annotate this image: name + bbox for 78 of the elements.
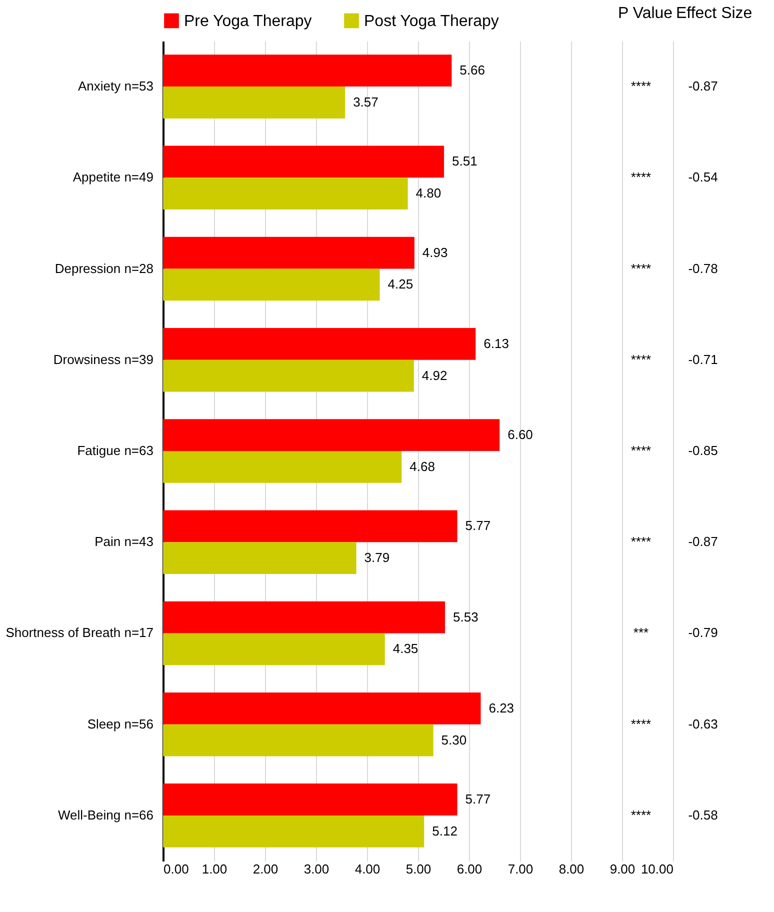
- bar: [163, 601, 446, 634]
- y-tick-label: Fatigue n=63: [77, 443, 154, 458]
- bar: [163, 784, 458, 816]
- text: -0.58: [688, 807, 718, 822]
- x-tick-label: 8.00: [558, 862, 584, 876]
- text: -0.87: [688, 534, 718, 550]
- bar: [163, 692, 481, 724]
- text: -0.71: [688, 352, 718, 367]
- x-tick-label: 4.00: [354, 862, 380, 876]
- text: -0.85: [688, 443, 718, 458]
- data-label: 5.30: [441, 732, 467, 748]
- data-label: 5.66: [460, 62, 485, 78]
- bar: [163, 328, 476, 360]
- data-label: 4.92: [422, 368, 448, 383]
- y-tick-label: Appetite n=49: [72, 170, 154, 185]
- text: P Value: [618, 5, 673, 22]
- data-label: 6.23: [488, 700, 514, 716]
- text: -0.79: [688, 625, 718, 640]
- data-label: 3.57: [353, 94, 378, 110]
- annotation: ****: [630, 78, 652, 94]
- text: -0.78: [688, 260, 718, 276]
- annotation: ****: [630, 716, 652, 732]
- x-tick-label: 6.00: [456, 862, 482, 876]
- bar: [163, 724, 434, 756]
- data-label: 6.13: [484, 336, 509, 351]
- x-tick-label: 10.00: [640, 862, 674, 876]
- legend-label: Pre Yoga Therapy: [184, 12, 312, 30]
- legend-label: Post Yoga Therapy: [364, 12, 499, 30]
- annotation: ***: [633, 625, 649, 640]
- data-label: 3.79: [364, 550, 390, 566]
- bar: [163, 146, 444, 178]
- y-tick-label: Anxiety n=53: [78, 78, 154, 94]
- bar: [163, 236, 414, 269]
- y-tick-label: Sleep n=56: [87, 716, 154, 732]
- bar: [163, 268, 380, 301]
- text: -0.54: [688, 170, 718, 185]
- data-label: 4.25: [388, 276, 414, 292]
- x-tick-label: 9.00: [610, 862, 636, 876]
- bar: [163, 178, 408, 210]
- bar: [163, 419, 500, 451]
- y-tick-label: Shortness of Breath n=17: [6, 625, 154, 640]
- bar: [163, 815, 424, 848]
- annotation: ****: [630, 170, 652, 185]
- x-tick-label: 2.00: [252, 862, 278, 876]
- bar: [163, 54, 452, 87]
- bar: [163, 86, 346, 118]
- annotation: ****: [630, 807, 652, 822]
- x-tick-label: 0.00: [164, 862, 189, 876]
- annotation: ****: [630, 534, 652, 550]
- data-label: 5.77: [465, 518, 491, 534]
- annotation: ****: [630, 352, 652, 367]
- y-tick-label: Drowsiness n=39: [53, 352, 154, 367]
- annotation: ****: [630, 260, 652, 276]
- x-tick-label: 3.00: [304, 862, 330, 876]
- x-tick-label: 7.00: [508, 862, 534, 876]
- x-tick-label: 1.00: [202, 862, 228, 876]
- data-label: 4.80: [416, 186, 442, 201]
- annotation: ****: [630, 443, 652, 458]
- text: Effect Size: [676, 5, 752, 22]
- y-tick-label: Well-Being n=66: [58, 807, 154, 822]
- text: -0.63: [688, 716, 718, 732]
- bar: [163, 360, 414, 392]
- data-label: 4.68: [410, 458, 435, 474]
- y-tick-label: Depression n=28: [54, 260, 154, 276]
- bar: [163, 451, 402, 483]
- data-label: 5.51: [452, 154, 478, 169]
- bar: [163, 633, 385, 666]
- data-label: 4.35: [392, 641, 418, 656]
- data-label: 5.12: [432, 823, 458, 838]
- data-label: 6.60: [508, 427, 533, 442]
- bar: [163, 542, 356, 574]
- data-label: 5.77: [465, 792, 491, 806]
- data-label: 4.93: [422, 244, 448, 260]
- y-tick-label: Pain n=43: [94, 534, 154, 550]
- x-tick-label: 5.00: [406, 862, 432, 876]
- data-label: 5.53: [453, 609, 478, 624]
- text: -0.87: [688, 78, 718, 94]
- bar: [163, 510, 458, 542]
